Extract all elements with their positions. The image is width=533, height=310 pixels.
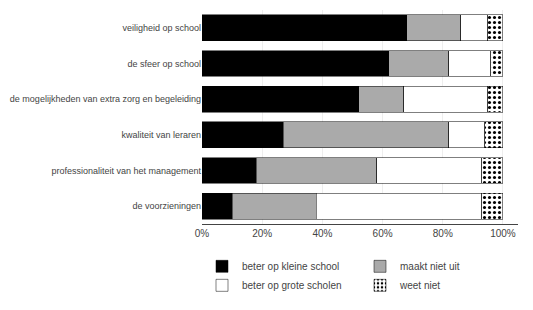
svg-text:80%: 80%: [433, 228, 453, 239]
svg-text:100%: 100%: [490, 228, 516, 239]
svg-text:professionaliteit van het mana: professionaliteit van het management: [51, 166, 201, 176]
svg-text:beter op kleine school: beter op kleine school: [242, 261, 339, 272]
svg-text:de voorzieningen: de voorzieningen: [132, 201, 201, 211]
svg-text:veiligheid op school: veiligheid op school: [122, 23, 201, 33]
svg-text:20%: 20%: [252, 228, 272, 239]
svg-text:weet niet: weet niet: [399, 280, 440, 291]
svg-text:beter op grote scholen: beter op grote scholen: [242, 280, 342, 291]
svg-text:maakt niet uit: maakt niet uit: [400, 261, 460, 272]
svg-text:40%: 40%: [312, 228, 332, 239]
svg-text:kwaliteit van leraren: kwaliteit van leraren: [121, 130, 201, 140]
svg-text:60%: 60%: [373, 228, 393, 239]
svg-text:de sfeer op school: de sfeer op school: [127, 59, 201, 69]
svg-text:0%: 0%: [195, 228, 210, 239]
svg-text:de mogelijkheden van extra zor: de mogelijkheden van extra zorg en begel…: [10, 94, 201, 104]
